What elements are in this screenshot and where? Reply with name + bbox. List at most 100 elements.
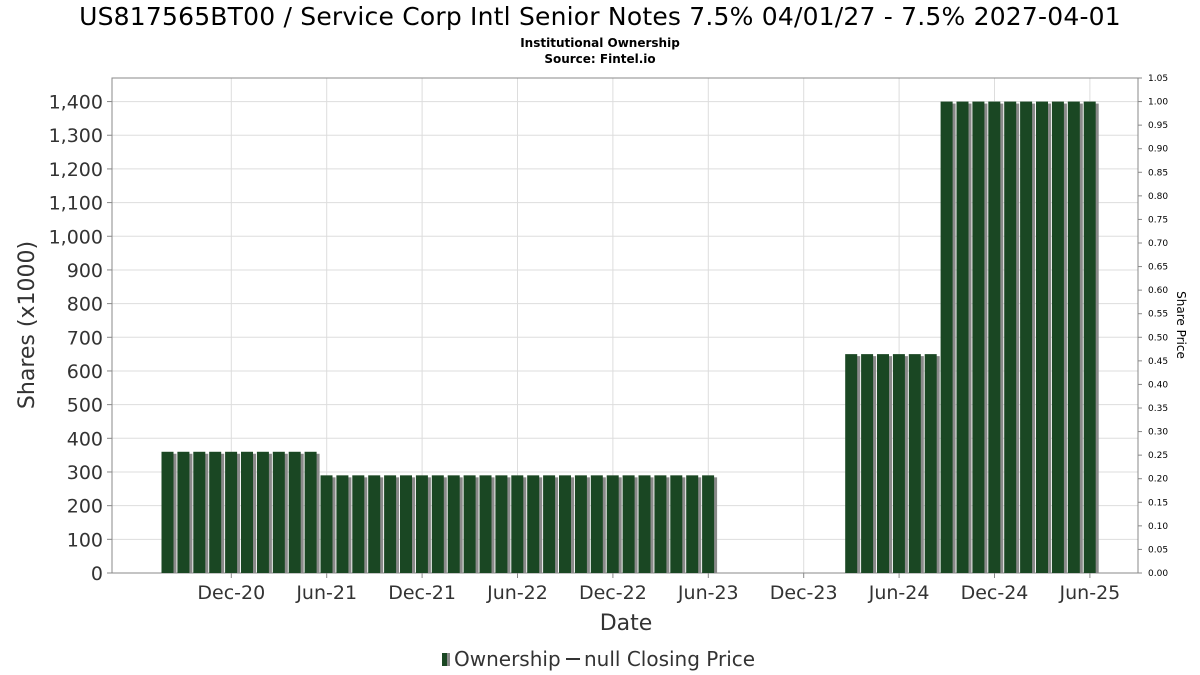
y2-tick-label: 0.10: [1148, 522, 1168, 532]
x-tick-label: Jun-24: [868, 582, 930, 604]
bar: [241, 451, 253, 573]
bar: [368, 475, 381, 573]
y2-tick-label: 0.30: [1148, 428, 1168, 438]
bar: [861, 354, 874, 573]
bar-2021-10: [352, 475, 368, 573]
y2-tick-label: 0.45: [1148, 357, 1168, 367]
bar-2020-11: [177, 451, 193, 573]
y-tick-label: 700: [67, 327, 103, 349]
bar-2022-06: [479, 475, 495, 573]
y-tick-label: 0: [91, 563, 103, 585]
bar-2021-08: [320, 475, 336, 573]
bar: [606, 475, 619, 573]
bar: [400, 475, 412, 573]
bar-2022-03: [431, 475, 447, 573]
bar-2021-07: [304, 451, 320, 573]
chart-subtitle-source: Source: Fintel.io: [544, 52, 656, 66]
x-tick-label: Dec-23: [770, 582, 838, 604]
bar-2022-12: [574, 475, 590, 573]
bar: [447, 475, 460, 573]
bar: [1020, 101, 1033, 574]
y2-tick-label: 1.00: [1148, 98, 1168, 108]
bar: [956, 101, 969, 574]
y2-tick-label: 0.25: [1148, 451, 1168, 461]
bar-2025-01: [972, 101, 988, 574]
bar: [622, 475, 635, 573]
bar-2020-10: [161, 451, 177, 573]
bar: [1083, 101, 1096, 574]
bar: [988, 101, 1001, 574]
bar-2024-08: [892, 354, 908, 573]
bar: [972, 101, 985, 574]
y-tick-label: 600: [67, 361, 103, 383]
x-tick-label: Dec-22: [579, 582, 647, 604]
y2-tick-label: 0.50: [1148, 333, 1168, 343]
y2-tick-label: 0.75: [1148, 215, 1168, 225]
bar: [924, 354, 937, 573]
bar-2023-07: [686, 475, 702, 573]
bar-2022-08: [511, 475, 527, 573]
y2-axis-title: Share Price: [1174, 291, 1188, 359]
x-tick-label: Dec-21: [388, 582, 456, 604]
bar-2021-04: [256, 451, 272, 573]
bar: [479, 475, 492, 573]
bar: [336, 475, 349, 573]
bar: [288, 451, 301, 573]
bar: [256, 451, 269, 573]
y-tick-label: 400: [67, 428, 103, 450]
bar-2021-02: [225, 451, 241, 573]
bar: [654, 475, 667, 573]
y-tick-label: 300: [67, 462, 103, 484]
y2-tick-label: 0.05: [1148, 545, 1168, 555]
bar: [638, 475, 651, 573]
bar: [161, 451, 174, 573]
legend-price-label: null Closing Price: [584, 647, 755, 671]
y2-tick-label: 0.20: [1148, 475, 1168, 485]
y2-tick-label: 0.15: [1148, 498, 1168, 508]
bar: [559, 475, 571, 573]
y-axis-ticks: 0 100 200 300 400 500 600 700 800 900 1,000 1,100 1,…: [49, 92, 112, 585]
bar-2025-08: [1083, 101, 1099, 574]
bar-2022-01: [400, 475, 415, 573]
y2-tick-label: 0.95: [1148, 121, 1168, 131]
bar-2022-04: [447, 475, 463, 573]
y-tick-label: 1,300: [49, 125, 103, 147]
bar-2024-09: [908, 354, 924, 573]
y2-tick-label: 0.35: [1148, 404, 1168, 414]
y2-tick-label: 0.90: [1148, 145, 1168, 155]
x-tick-label: Jun-22: [486, 582, 548, 604]
bar-2021-01: [209, 451, 225, 573]
bar: [892, 354, 905, 573]
x-tick-label: Dec-24: [961, 582, 1029, 604]
bar: [463, 475, 476, 573]
bar-2024-05: [845, 354, 861, 573]
bar: [193, 451, 206, 573]
bar: [209, 451, 222, 573]
bar: [543, 475, 556, 573]
y-axis-title: Shares (x1000): [15, 241, 40, 409]
bar-2024-06: [861, 354, 877, 573]
bar: [527, 475, 540, 573]
bar: [495, 475, 508, 573]
bar-2022-10: [543, 475, 559, 573]
bar: [352, 475, 365, 573]
bar-2023-05: [654, 475, 670, 573]
y-tick-label: 100: [67, 529, 103, 551]
bar: [574, 475, 587, 573]
bar: [940, 101, 953, 574]
bar-2023-02: [606, 475, 622, 573]
x-tick-label: Jun-23: [677, 582, 739, 604]
bar: [1051, 101, 1064, 574]
bar: [177, 451, 190, 573]
bar: [845, 354, 858, 573]
y-tick-label: 200: [67, 496, 103, 518]
bar-2022-02: [415, 475, 431, 573]
y-tick-label: 1,000: [49, 226, 103, 248]
bar-2025-03: [1004, 101, 1020, 574]
bar: [320, 475, 333, 573]
x-tick-label: Dec-20: [197, 582, 265, 604]
bar-2021-12: [384, 475, 400, 573]
x-tick-label: Jun-21: [295, 582, 357, 604]
bar-2022-09: [527, 475, 543, 573]
bar-2020-12: [193, 451, 209, 573]
